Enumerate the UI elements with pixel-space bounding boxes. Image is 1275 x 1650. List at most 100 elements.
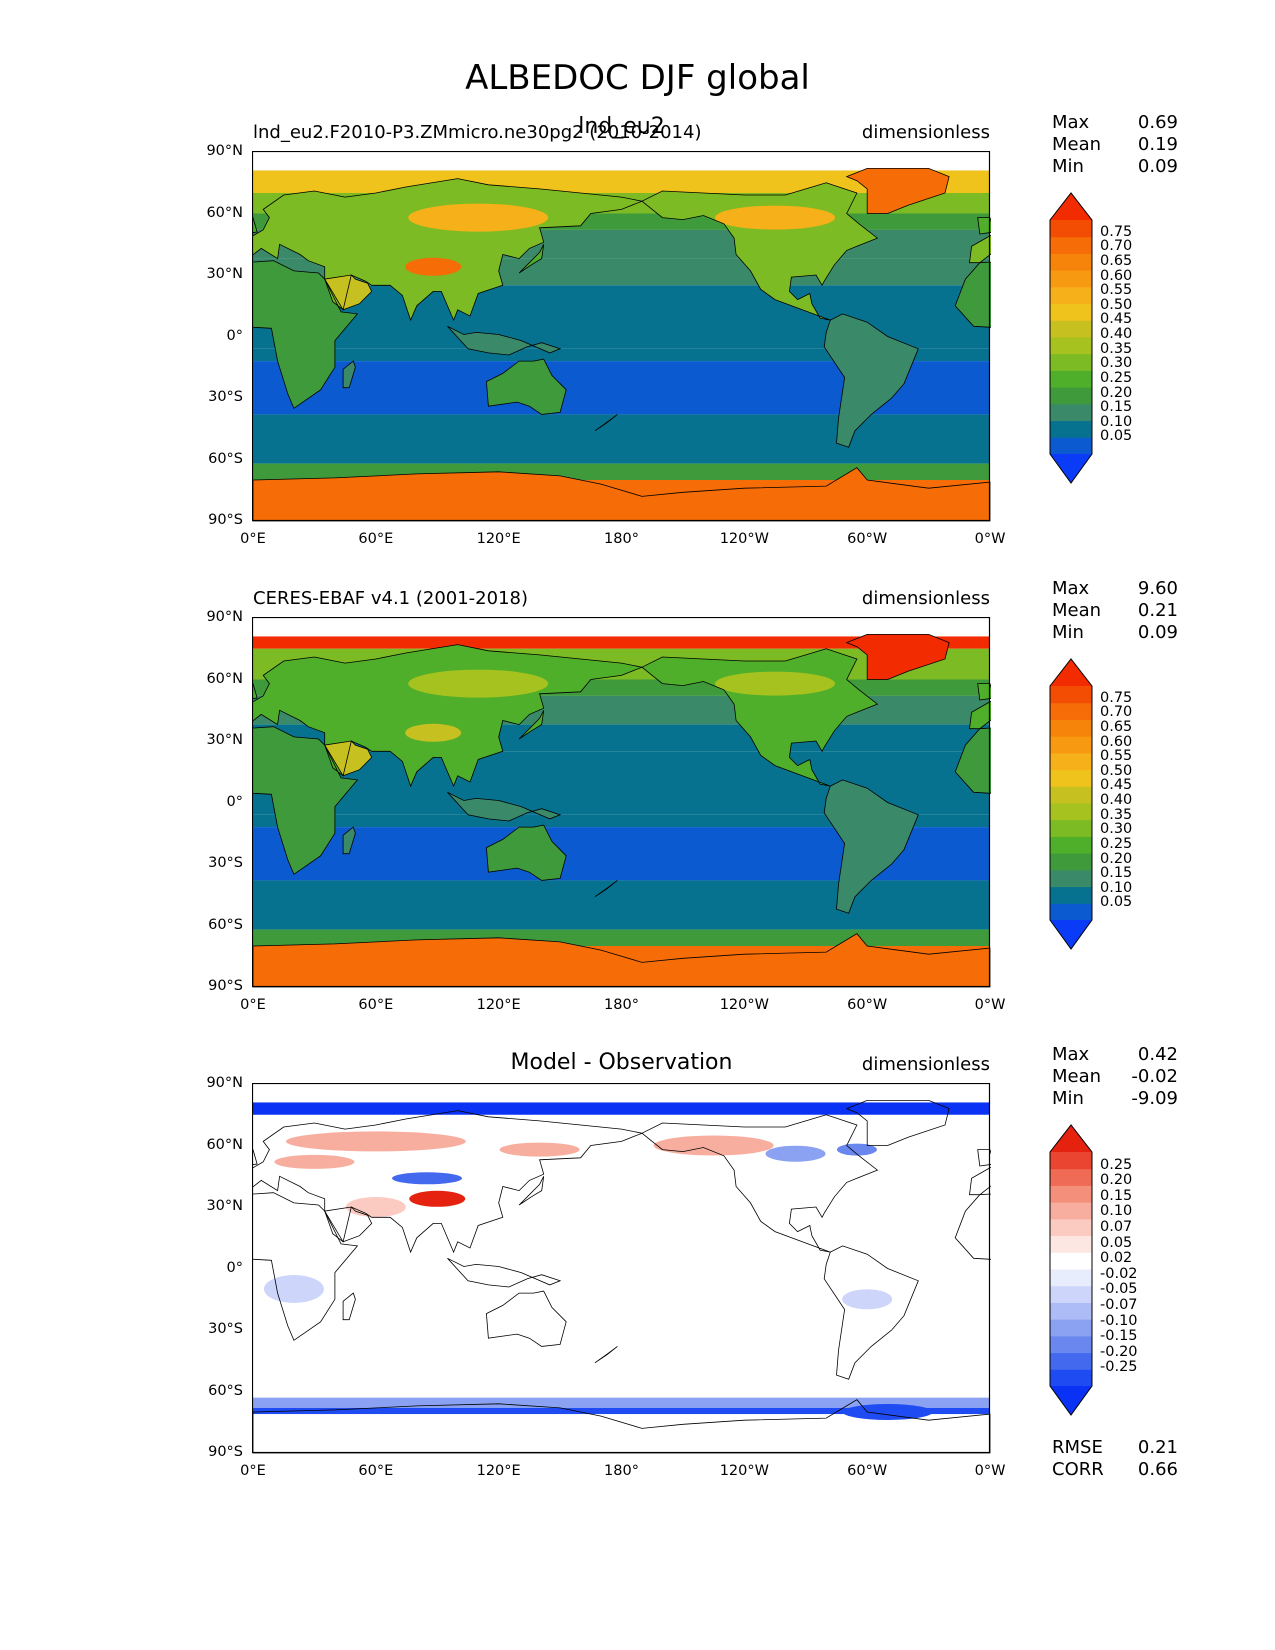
- coastline-madagascar: [342, 1292, 356, 1321]
- colorbar-segment: [1050, 437, 1092, 455]
- land-samerica: [824, 779, 919, 914]
- colorbar-tick-label: 0.60: [1100, 733, 1133, 750]
- colorbar-tick-label: 0.75: [1100, 223, 1133, 240]
- colorbar-tick-label: 0.35: [1100, 340, 1133, 357]
- colorbar: [1049, 192, 1093, 484]
- lat-tick-label: 60°N: [206, 1136, 243, 1153]
- colorbar-segment: [1050, 1302, 1092, 1320]
- lon-tick-label: 60°E: [358, 997, 394, 1013]
- lon-tick-label: 60°W: [847, 531, 888, 547]
- lat-tick-label: 90°S: [208, 978, 243, 994]
- colorbar-outline: [1049, 658, 1093, 950]
- siberia-feature: [408, 669, 549, 698]
- lat-band: [253, 814, 990, 828]
- colorbar-segment: [1050, 752, 1092, 771]
- diff-feature: [263, 1275, 324, 1303]
- coastline-eurasia: [252, 644, 644, 788]
- map-frame: [252, 1083, 991, 1454]
- colorbar-tick-label: 0.50: [1100, 296, 1133, 313]
- colorbar-tick-label: 0.45: [1100, 777, 1133, 794]
- colorbar-segment: [1050, 1369, 1092, 1387]
- colorbar-segment: [1050, 786, 1092, 804]
- colorbar-tick-label: 0.55: [1100, 282, 1133, 299]
- land-madagascar: [343, 361, 356, 388]
- coastline-namerica: [641, 1114, 879, 1253]
- coastline-nz: [594, 1346, 618, 1364]
- siberia-feature: [408, 203, 549, 232]
- colorbar-tick-label: 0.40: [1100, 792, 1133, 808]
- coastline-eurasia: [252, 178, 644, 322]
- lat-tick-label: 60°S: [208, 450, 243, 467]
- diff-feature: [285, 1131, 466, 1152]
- colorbar: [1049, 658, 1093, 950]
- lat-band: [253, 880, 990, 930]
- colorbar-tick-label: -0.07: [1100, 1297, 1138, 1313]
- lat-tick-label: 0°: [226, 1259, 243, 1276]
- coastline-australia: [485, 824, 567, 881]
- coastline-arabia: [324, 740, 373, 777]
- stat-label-max: Max: [1052, 578, 1090, 599]
- coastline-namerica: [641, 182, 879, 321]
- lat-tick-label: 90°N: [206, 609, 243, 625]
- colorbar-segment: [1050, 1352, 1092, 1370]
- coastline-namerica: [641, 648, 879, 787]
- colorbar-extend-max: [1050, 193, 1092, 220]
- colorbar-segment: [1050, 1252, 1092, 1270]
- lon-tick-label: 0°W: [974, 1463, 1006, 1479]
- lat-tick-label: 60°N: [206, 670, 243, 687]
- coastline-madagascar: [342, 360, 356, 389]
- land-japan: [519, 244, 544, 273]
- lon-tick-label: 0°E: [240, 997, 266, 1013]
- lat-tick-label: 30°N: [206, 1198, 243, 1214]
- colorbar-tick-label: 0.35: [1100, 806, 1133, 823]
- lat-tick-label: 30°S: [208, 389, 243, 405]
- coastline-nz: [594, 414, 618, 432]
- lon-tick-label: 0°E: [240, 1463, 266, 1479]
- canada-feature: [715, 671, 836, 696]
- stat-value-mean: 0.21: [1137, 600, 1178, 621]
- land-greenland: [846, 168, 950, 214]
- coastline-nz: [594, 880, 618, 898]
- lon-tick-label: 0°E: [240, 531, 266, 547]
- coastline-samerica: [823, 1245, 919, 1380]
- colorbar-segment: [1050, 353, 1092, 371]
- map-frame: [252, 151, 991, 522]
- coastline-japan: [518, 710, 545, 740]
- panel-header-center: Model - Observation: [510, 1050, 733, 1075]
- coastline-eurasia: [252, 1110, 644, 1254]
- land-antarctica: [253, 933, 990, 987]
- map-panel-observation: [252, 617, 991, 988]
- colorbar-segment: [1050, 1202, 1092, 1220]
- lat-tick-label: 0°: [226, 793, 243, 810]
- stat-label-mean: Mean: [1052, 600, 1102, 621]
- lat-tick-label: 60°N: [206, 204, 243, 221]
- colorbar-tick-label: 0.10: [1100, 879, 1133, 896]
- colorbar-outline: [1049, 1124, 1093, 1416]
- figure-title: ALBEDOC DJF global: [465, 58, 810, 98]
- stat-label-min: Min: [1052, 1088, 1084, 1109]
- colorbar-segment: [1050, 320, 1092, 338]
- diff-feature: [392, 1172, 463, 1185]
- lat-tick-label: 60°S: [208, 916, 243, 933]
- colorbar-extend-min: [1050, 920, 1092, 949]
- colorbar-segment: [1050, 719, 1092, 737]
- lon-tick-label: 0°W: [974, 997, 1006, 1013]
- colorbar: [1049, 1124, 1093, 1416]
- coastline-africa: [252, 726, 359, 875]
- lon-tick-label: 180°: [604, 997, 639, 1013]
- land-uk-wrap: [977, 217, 991, 234]
- colorbar-segment: [1050, 403, 1092, 422]
- lat-tick-label: 30°S: [208, 1321, 243, 1337]
- lat-band: [253, 636, 990, 649]
- colorbar-segment: [1050, 253, 1092, 271]
- stat-value-corr: 0.66: [1137, 1459, 1178, 1480]
- lon-tick-label: 120°E: [476, 531, 521, 547]
- panel-units: dimensionless: [861, 122, 990, 143]
- lat-tick-label: 90°N: [206, 143, 243, 159]
- lat-tick-label: 30°N: [206, 266, 243, 282]
- colorbar-tick-label: 0.55: [1100, 748, 1133, 765]
- diff-feature: [409, 1190, 466, 1207]
- colorbar-tick-label: 0.25: [1100, 835, 1133, 852]
- colorbar-segment: [1050, 1152, 1092, 1170]
- diff-feature: [836, 1143, 877, 1156]
